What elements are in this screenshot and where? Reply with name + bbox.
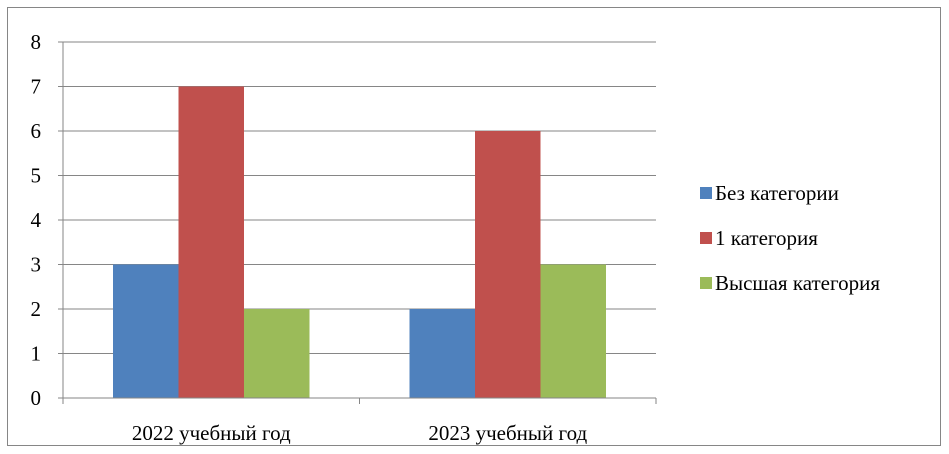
- legend-item: Высшая категория: [700, 271, 880, 295]
- y-tick-label: 2: [31, 297, 42, 321]
- axes: [62, 42, 656, 399]
- legend-item: Без категории: [700, 181, 839, 205]
- bar-1-2: [409, 309, 475, 398]
- legend-swatch: [700, 187, 712, 199]
- y-tick-label: 0: [31, 386, 42, 410]
- bar-2-1: [178, 86, 244, 398]
- y-tick-labels: 0 1 2 3 4 5 6 7 8: [31, 30, 42, 410]
- x-tick-label: 2022 учебный год: [132, 421, 291, 445]
- legend-swatch: [700, 277, 712, 289]
- y-tick-label: 3: [31, 253, 42, 277]
- legend-label: Без категории: [715, 181, 839, 205]
- y-tick-label: 5: [31, 164, 42, 188]
- legend-label: Высшая категория: [715, 271, 880, 295]
- legend-label: 1 категория: [715, 226, 818, 250]
- bars: [113, 86, 606, 398]
- bar-1-1: [113, 264, 179, 398]
- y-tick-label: 6: [31, 119, 42, 143]
- x-tick-labels: 2022 учебный год 2023 учебный год: [132, 421, 588, 445]
- y-tick-label: 8: [31, 30, 42, 54]
- bar-2-2: [475, 131, 541, 398]
- y-tick-label: 1: [31, 342, 42, 366]
- bar-3-2: [540, 264, 606, 398]
- legend-item: 1 категория: [700, 226, 818, 250]
- x-tick-label: 2023 учебный год: [428, 421, 587, 445]
- bar-3-1: [244, 309, 310, 398]
- y-tick-label: 7: [31, 75, 42, 99]
- legend-swatch: [700, 232, 712, 244]
- legend: Без категории 1 категория Высшая категория: [700, 181, 880, 295]
- y-tick-label: 4: [31, 208, 42, 232]
